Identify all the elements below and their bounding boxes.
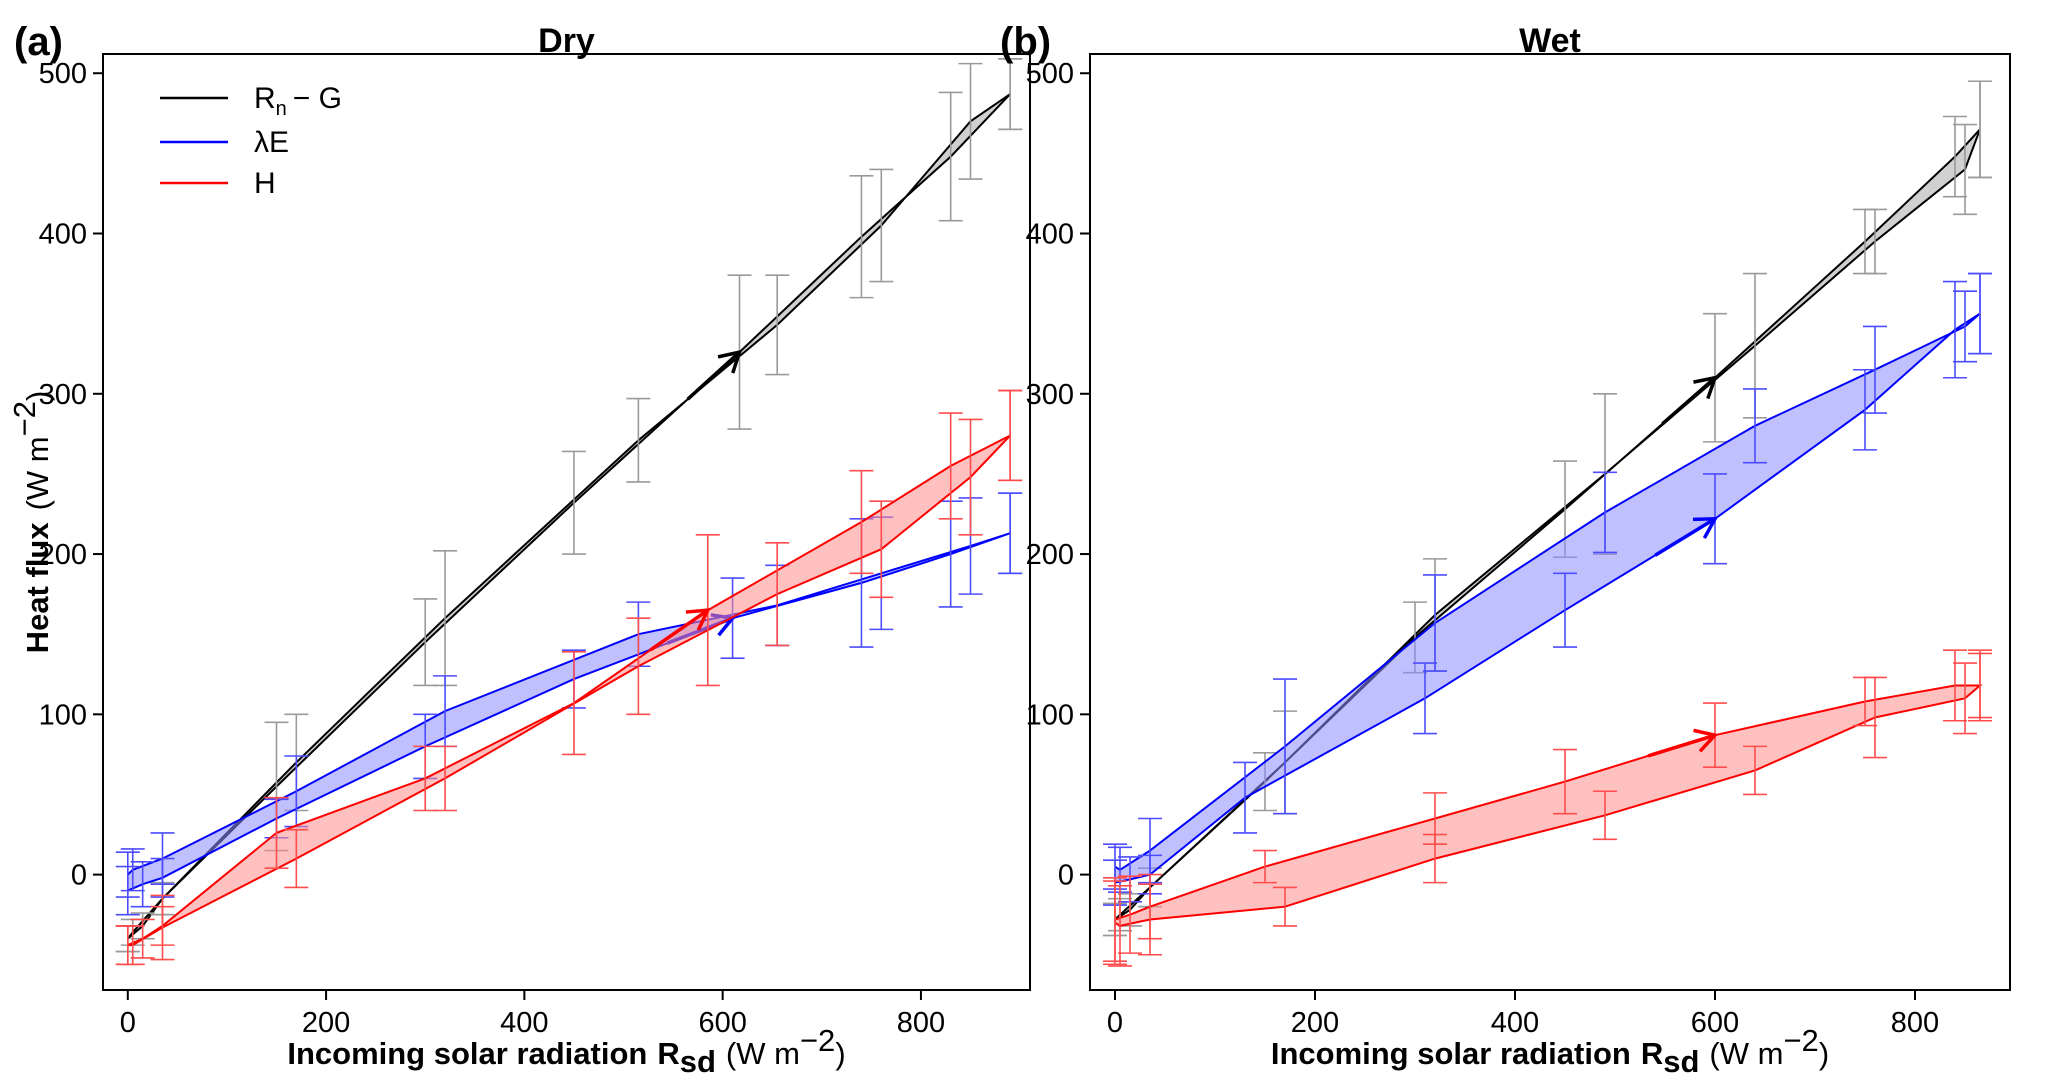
x-tick-label: 800	[1891, 1007, 1939, 1039]
x-axis-symbol: R	[1641, 1036, 1663, 1071]
direction-arrow-head	[717, 349, 743, 374]
y-axis-title: Heat flux	[20, 522, 55, 654]
hysteresis-line	[127, 532, 1011, 892]
y-tick-label: 400	[1026, 219, 1074, 251]
y-tick-label: 200	[39, 539, 87, 571]
series-sensible-heat	[115, 389, 1023, 966]
x-axis-label: Incoming solar radiation Rsd (W m−2)	[287, 1023, 845, 1079]
x-axis-title: Incoming solar radiation	[287, 1036, 647, 1071]
panel-label: (a)	[14, 20, 63, 64]
legend-label-sensible-heat: H	[254, 167, 276, 200]
x-tick-label: 400	[1491, 1007, 1539, 1039]
hysteresis-area	[127, 533, 1011, 891]
x-axis-unit: (W m	[726, 1036, 800, 1071]
legend-rn-R: R	[254, 82, 276, 115]
x-axis-label: Incoming solar radiation Rsd (W m−2)	[1271, 1023, 1829, 1079]
direction-arrow-shaft	[686, 350, 741, 401]
y-axis-unit-close: )	[20, 391, 55, 401]
y-tick-label: 0	[71, 860, 87, 892]
y-tick-label: 400	[39, 219, 87, 251]
y-tick-label: 500	[1026, 58, 1074, 90]
panel-label: (b)	[1000, 20, 1051, 64]
x-axis-unit-exponent: −2	[800, 1023, 835, 1058]
legend-rn-rest: − G	[293, 82, 342, 115]
x-tick-label: 200	[302, 1007, 350, 1039]
y-tick-label: 200	[1026, 539, 1074, 571]
y-axis-unit-exponent: −2	[7, 401, 42, 436]
direction-arrow-head	[1693, 375, 1718, 400]
x-axis-subscript: sd	[680, 1044, 716, 1079]
series-latent-heat	[115, 492, 1023, 916]
direction-arrow-shaft	[1654, 517, 1716, 557]
x-tick-label: 600	[1691, 1007, 1739, 1039]
hysteresis-area	[1115, 313, 1980, 883]
y-tick-label: 100	[39, 699, 87, 731]
legend-rn-sub: n	[276, 98, 287, 120]
direction-arrow-shaft	[1661, 376, 1717, 426]
y-tick-label: 300	[39, 379, 87, 411]
x-tick-label: 0	[120, 1007, 136, 1039]
series-sensible-heat	[1103, 649, 1992, 967]
x-tick-label: 400	[500, 1007, 548, 1039]
x-axis-symbol: R	[657, 1036, 679, 1071]
x-tick-label: 800	[897, 1007, 945, 1039]
y-tick-label: 100	[1026, 699, 1074, 731]
y-tick-label: 0	[1058, 860, 1074, 892]
plot-frame	[102, 53, 1031, 991]
plot-frame	[1089, 53, 2011, 991]
x-axis-unit: (W m	[1709, 1036, 1783, 1071]
hysteresis-area	[127, 435, 1011, 946]
direction-arrow-head	[685, 608, 711, 631]
x-tick-label: 200	[1291, 1007, 1339, 1039]
x-tick-label: 0	[1107, 1007, 1123, 1039]
y-tick-label: 300	[1026, 379, 1074, 411]
x-axis-title: Incoming solar radiation	[1271, 1036, 1631, 1071]
direction-arrow-shaft	[649, 608, 709, 652]
x-axis-unit-close: )	[835, 1036, 845, 1071]
x-axis-unit-close: )	[1819, 1036, 1829, 1071]
direction-arrow-head	[1693, 728, 1719, 753]
legend-label-rn-g-display: Rn − G	[254, 82, 342, 120]
direction-arrow-head	[1692, 516, 1719, 539]
y-axis-label: Heat flux (W m−2)	[7, 391, 55, 654]
x-tick-label: 600	[698, 1007, 746, 1039]
x-axis-unit-exponent: −2	[1783, 1023, 1818, 1058]
y-tick-label: 500	[39, 58, 87, 90]
legend-label-latent-heat: λE	[254, 126, 289, 159]
direction-arrow-shaft	[1647, 733, 1716, 758]
legend: Rn − GRn − G λE H	[160, 82, 342, 200]
x-axis-subscript: sd	[1663, 1044, 1699, 1079]
series-latent-heat	[1103, 272, 1992, 906]
y-axis-unit: (W m	[20, 436, 55, 510]
